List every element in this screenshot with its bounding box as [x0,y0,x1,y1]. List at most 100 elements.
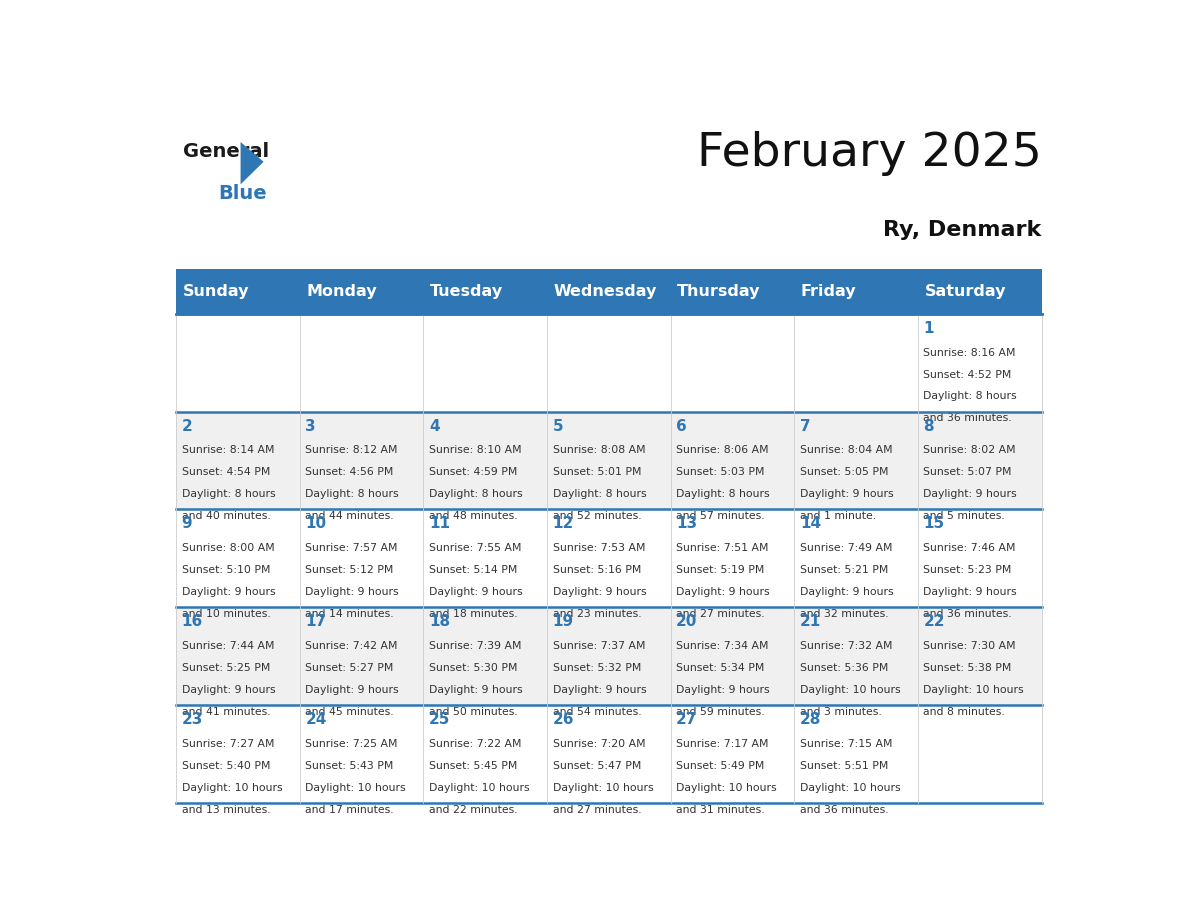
Text: Sunset: 5:10 PM: Sunset: 5:10 PM [182,565,270,576]
Text: Sunset: 5:40 PM: Sunset: 5:40 PM [182,761,270,771]
Text: and 22 minutes.: and 22 minutes. [429,805,518,814]
Text: Sunrise: 8:06 AM: Sunrise: 8:06 AM [676,445,769,455]
Text: Sunset: 5:23 PM: Sunset: 5:23 PM [923,565,1012,576]
Bar [918,705,1042,803]
Text: 13: 13 [676,517,697,532]
Bar [176,705,299,803]
Text: Sunrise: 7:27 AM: Sunrise: 7:27 AM [182,739,274,749]
Bar [795,314,918,411]
Text: Sunrise: 8:00 AM: Sunrise: 8:00 AM [182,543,274,554]
Text: Sunset: 5:07 PM: Sunset: 5:07 PM [923,467,1012,477]
Text: 15: 15 [923,517,944,532]
Text: and 8 minutes.: and 8 minutes. [923,707,1005,717]
Text: 22: 22 [923,614,944,630]
Text: Daylight: 9 hours: Daylight: 9 hours [305,588,399,597]
Text: and 27 minutes.: and 27 minutes. [676,609,765,619]
Text: Sunrise: 8:08 AM: Sunrise: 8:08 AM [552,445,645,455]
Bar [671,705,795,803]
Text: and 14 minutes.: and 14 minutes. [305,609,394,619]
Text: Sunrise: 7:57 AM: Sunrise: 7:57 AM [305,543,398,554]
Text: Sunrise: 7:17 AM: Sunrise: 7:17 AM [676,739,769,749]
Text: Daylight: 10 hours: Daylight: 10 hours [305,783,406,793]
Text: 19: 19 [552,614,574,630]
Text: 3: 3 [305,419,316,433]
Bar [546,314,671,411]
Text: Sunset: 5:36 PM: Sunset: 5:36 PM [800,663,889,673]
Bar [299,314,423,411]
Bar [671,509,795,607]
Text: 17: 17 [305,614,327,630]
Bar [546,607,671,705]
Bar [176,607,299,705]
Text: Sunrise: 8:04 AM: Sunrise: 8:04 AM [800,445,892,455]
Bar [423,607,546,705]
Text: Sunrise: 7:20 AM: Sunrise: 7:20 AM [552,739,645,749]
Text: Sunrise: 8:14 AM: Sunrise: 8:14 AM [182,445,274,455]
Text: Daylight: 9 hours: Daylight: 9 hours [429,588,523,597]
Bar [299,705,423,803]
Text: Daylight: 9 hours: Daylight: 9 hours [800,489,893,499]
Text: Sunrise: 7:55 AM: Sunrise: 7:55 AM [429,543,522,554]
Text: Sunset: 5:21 PM: Sunset: 5:21 PM [800,565,889,576]
Text: Daylight: 9 hours: Daylight: 9 hours [552,588,646,597]
Text: February 2025: February 2025 [696,131,1042,176]
Text: and 59 minutes.: and 59 minutes. [676,707,765,717]
Bar [918,607,1042,705]
Bar [671,607,795,705]
Text: and 27 minutes.: and 27 minutes. [552,805,642,814]
Text: and 41 minutes.: and 41 minutes. [182,707,271,717]
Text: 16: 16 [182,614,203,630]
Text: Sunset: 5:05 PM: Sunset: 5:05 PM [800,467,889,477]
Text: Daylight: 8 hours: Daylight: 8 hours [182,489,276,499]
Text: and 44 minutes.: and 44 minutes. [305,511,394,521]
Text: Sunset: 5:19 PM: Sunset: 5:19 PM [676,565,765,576]
Text: Sunrise: 7:42 AM: Sunrise: 7:42 AM [305,641,398,651]
Text: Ry, Denmark: Ry, Denmark [884,219,1042,240]
Text: Daylight: 9 hours: Daylight: 9 hours [676,685,770,695]
Text: 9: 9 [182,517,192,532]
Text: Sunrise: 7:32 AM: Sunrise: 7:32 AM [800,641,892,651]
Bar [299,607,423,705]
Text: Sunset: 5:49 PM: Sunset: 5:49 PM [676,761,765,771]
Bar [176,269,1042,314]
Text: Sunrise: 7:15 AM: Sunrise: 7:15 AM [800,739,892,749]
Text: 11: 11 [429,517,450,532]
Text: Daylight: 9 hours: Daylight: 9 hours [923,588,1017,597]
Text: Sunset: 5:38 PM: Sunset: 5:38 PM [923,663,1012,673]
Text: and 18 minutes.: and 18 minutes. [429,609,518,619]
Text: 1: 1 [923,320,934,336]
Text: 24: 24 [305,712,327,727]
Text: 23: 23 [182,712,203,727]
Bar [918,411,1042,509]
Text: Sunrise: 8:16 AM: Sunrise: 8:16 AM [923,348,1016,358]
Text: 10: 10 [305,517,327,532]
Text: Sunset: 4:54 PM: Sunset: 4:54 PM [182,467,270,477]
Text: Sunset: 5:25 PM: Sunset: 5:25 PM [182,663,270,673]
Text: Sunset: 5:14 PM: Sunset: 5:14 PM [429,565,517,576]
Bar [918,314,1042,411]
Text: Sunday: Sunday [183,284,249,299]
Text: and 36 minutes.: and 36 minutes. [923,413,1012,423]
Text: 21: 21 [800,614,821,630]
Bar [795,607,918,705]
Bar [671,314,795,411]
Bar [176,314,299,411]
Text: 5: 5 [552,419,563,433]
Text: Monday: Monday [307,284,377,299]
Text: Daylight: 10 hours: Daylight: 10 hours [800,783,901,793]
Text: 20: 20 [676,614,697,630]
Text: Daylight: 10 hours: Daylight: 10 hours [429,783,530,793]
Text: and 52 minutes.: and 52 minutes. [552,511,642,521]
Text: Blue: Blue [219,185,267,204]
Text: Sunset: 4:52 PM: Sunset: 4:52 PM [923,370,1012,379]
Text: Sunrise: 7:44 AM: Sunrise: 7:44 AM [182,641,274,651]
Text: Daylight: 10 hours: Daylight: 10 hours [923,685,1024,695]
Text: Daylight: 9 hours: Daylight: 9 hours [552,685,646,695]
Text: and 45 minutes.: and 45 minutes. [305,707,394,717]
Bar [176,509,299,607]
Text: and 13 minutes.: and 13 minutes. [182,805,271,814]
Text: 18: 18 [429,614,450,630]
Text: Sunset: 5:45 PM: Sunset: 5:45 PM [429,761,517,771]
Text: 7: 7 [800,419,810,433]
Text: Daylight: 8 hours: Daylight: 8 hours [429,489,523,499]
